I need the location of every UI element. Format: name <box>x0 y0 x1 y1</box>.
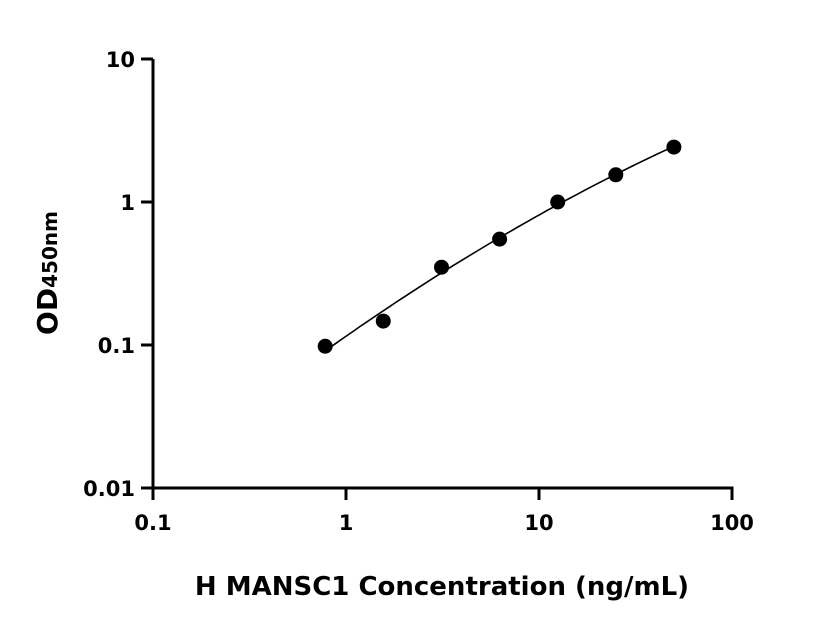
y-axis-label-main: OD <box>31 288 64 335</box>
y-axis-label: OD450nm <box>31 211 64 335</box>
axes <box>141 57 734 500</box>
y-tick-label: 0.01 <box>83 477 135 501</box>
data-points <box>317 139 682 354</box>
y-tick-labels: 0.01 0.1 1 10 <box>83 48 135 501</box>
x-axis-label: H MANSC1 Concentration (ng/mL) <box>195 572 689 602</box>
data-point <box>434 259 450 275</box>
x-tick-label: 0.1 <box>134 511 171 535</box>
x-tick-labels: 0.1 1 10 100 <box>134 511 754 535</box>
y-tick-label: 1 <box>120 191 135 215</box>
data-point <box>317 338 333 354</box>
data-point <box>375 313 391 329</box>
y-axis-label-sub: 450nm <box>38 211 62 288</box>
data-point <box>550 194 566 210</box>
data-point <box>492 231 508 247</box>
y-tick-label: 10 <box>106 48 135 72</box>
y-tick-label: 0.1 <box>98 334 135 358</box>
data-point <box>608 167 624 183</box>
x-tick-label: 10 <box>524 511 553 535</box>
data-point <box>666 139 682 155</box>
x-tick-label: 1 <box>339 511 354 535</box>
x-tick-label: 100 <box>710 511 754 535</box>
